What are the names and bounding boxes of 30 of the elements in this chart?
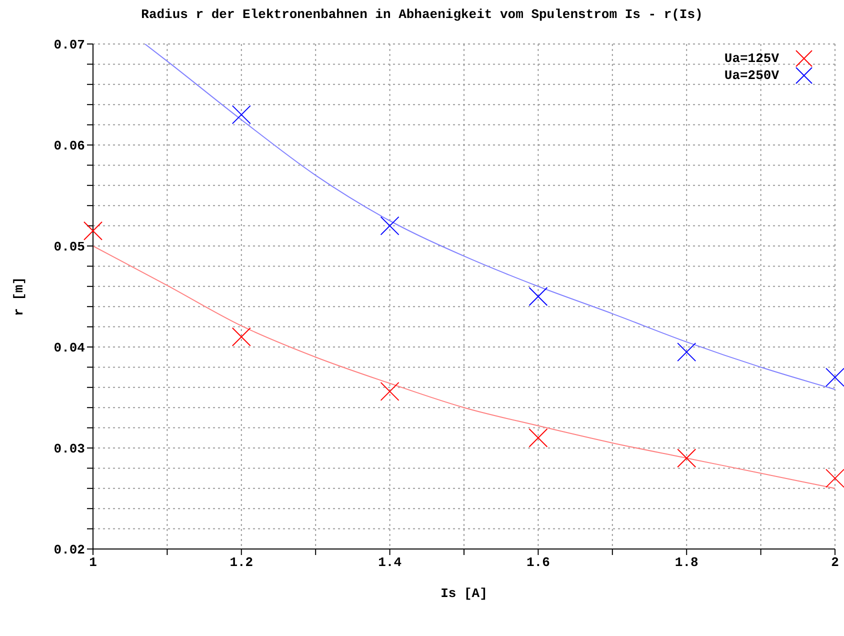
x-tick-label: 2 [831, 555, 840, 570]
point [380, 382, 400, 401]
chart-title: Radius r der Elektronenbahnen in Abhaenigkeit vom Spulenstrom Is - r(Is) [140, 7, 704, 22]
point [232, 105, 251, 124]
point [528, 287, 548, 306]
y-tick-label: 0.05 [54, 240, 86, 255]
legend-label: Ua=125V [724, 51, 779, 66]
y-tick-label: 0.04 [54, 340, 86, 356]
legend-label: Ua=250V [724, 68, 779, 83]
point [826, 468, 844, 488]
x-tick-label: 1.8 [674, 555, 698, 570]
point [84, 221, 102, 240]
line-series [92, 246, 836, 489]
point [677, 342, 696, 362]
point [380, 216, 400, 236]
x-tick-label: 1.4 [378, 555, 402, 570]
point [232, 327, 251, 346]
x-axis-title: Is [A] [440, 586, 488, 601]
line-series [144, 44, 836, 390]
y-tick-label: 0.07 [54, 38, 85, 53]
point [826, 368, 844, 387]
x-tick-label: 1 [89, 555, 98, 570]
x-tick-label: 1.6 [526, 555, 550, 570]
y-tick-label: 0.06 [54, 138, 86, 154]
point [528, 428, 548, 448]
y-tick-label: 0.03 [54, 442, 86, 457]
y-tick-label: 0.02 [54, 542, 86, 558]
point [677, 448, 696, 468]
x-tick-label: 1.2 [230, 555, 254, 570]
y-axis-title: r [m] [12, 276, 27, 316]
